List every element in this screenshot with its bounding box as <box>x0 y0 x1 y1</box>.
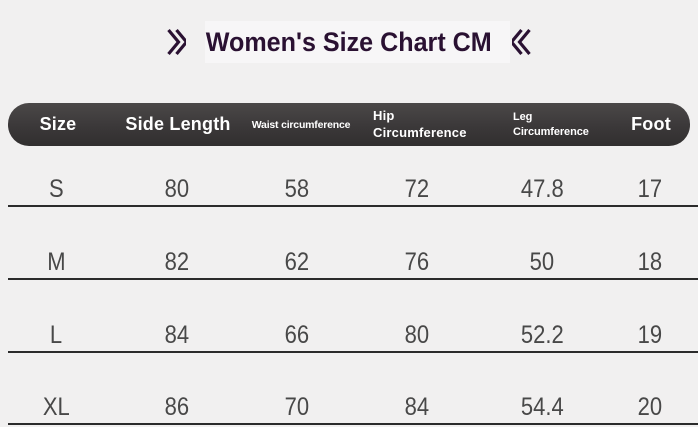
cell-value: 76 <box>404 248 430 277</box>
cell-value: XL <box>42 393 70 422</box>
cell-value: 70 <box>284 393 310 422</box>
cell-value: M <box>46 248 66 277</box>
table-header: Size Side Length Waist circumference Hip… <box>8 103 690 146</box>
cell-value: 66 <box>284 321 310 350</box>
title-highlight-box <box>205 21 510 63</box>
cell-value: 18 <box>637 248 663 277</box>
table-row-xl: XL 86 70 84 54.4 20 <box>0 353 698 425</box>
cell-hip: 84 <box>352 393 482 425</box>
cell-hip: 80 <box>352 321 482 353</box>
cell-waist: 58 <box>242 175 352 207</box>
cell-value: 19 <box>637 321 663 350</box>
cell-side-length: 82 <box>112 248 242 280</box>
cell-hip: 72 <box>352 175 482 207</box>
cell-size: L <box>0 321 112 353</box>
cell-value: 72 <box>404 175 430 204</box>
cell-side-length: 86 <box>112 393 242 425</box>
cell-hip: 76 <box>352 248 482 280</box>
cell-value: 84 <box>164 321 190 350</box>
table-row-l: L 84 66 80 52.2 19 <box>0 280 698 353</box>
cell-side-length: 84 <box>112 321 242 353</box>
cell-foot: 20 <box>602 393 698 425</box>
cell-side-length: 80 <box>112 175 242 207</box>
header-cell-foot: Foot <box>631 114 671 134</box>
cell-value: 84 <box>404 393 430 422</box>
cell-waist: 70 <box>242 393 352 425</box>
cell-value: 80 <box>164 175 190 204</box>
cell-size: XL <box>0 393 112 425</box>
header-cell-hip: Hip Circumference <box>373 107 467 140</box>
cell-value: 82 <box>164 248 190 277</box>
header-cell-waist: Waist circumference <box>251 118 351 131</box>
cell-value: 80 <box>404 321 430 350</box>
cell-value: 17 <box>637 175 663 204</box>
row-divider <box>8 278 698 280</box>
cell-waist: 62 <box>242 248 352 280</box>
size-table-body: S 80 58 72 47.8 17 M 82 62 76 50 18 L 84… <box>0 146 698 425</box>
header-cell-leg: Leg Circumference <box>513 110 589 138</box>
cell-size: S <box>0 175 112 207</box>
cell-foot: 17 <box>602 175 698 207</box>
cell-value: 54.4 <box>520 393 564 422</box>
cell-leg: 47.8 <box>482 175 602 207</box>
header-cell-size: Size <box>39 114 77 134</box>
double-angle-left-icon <box>511 28 531 56</box>
cell-value: 52.2 <box>520 321 564 350</box>
double-angle-right-icon <box>167 28 187 56</box>
cell-value: 47.8 <box>520 175 564 204</box>
cell-value: 62 <box>284 248 310 277</box>
cell-size: M <box>0 248 112 280</box>
cell-value: 58 <box>284 175 310 204</box>
cell-leg: 54.4 <box>482 393 602 425</box>
row-divider <box>8 205 698 207</box>
cell-value: 86 <box>164 393 190 422</box>
cell-foot: 18 <box>602 248 698 280</box>
cell-leg: 50 <box>482 248 602 280</box>
cell-value: 20 <box>637 393 663 422</box>
cell-value: 50 <box>529 248 555 277</box>
header-cell-side-length: Side Length <box>125 114 231 134</box>
cell-value: L <box>49 321 63 350</box>
cell-value: S <box>48 175 64 204</box>
row-divider <box>8 351 698 353</box>
row-divider <box>8 423 698 425</box>
cell-foot: 19 <box>602 321 698 353</box>
table-row-m: M 82 62 76 50 18 <box>0 207 698 280</box>
page-title-text: Women's Size Chart CM <box>206 26 492 57</box>
table-row-s: S 80 58 72 47.8 17 <box>0 146 698 207</box>
cell-leg: 52.2 <box>482 321 602 353</box>
cell-waist: 66 <box>242 321 352 353</box>
page-title: Women's Size Chart CM <box>0 14 698 70</box>
